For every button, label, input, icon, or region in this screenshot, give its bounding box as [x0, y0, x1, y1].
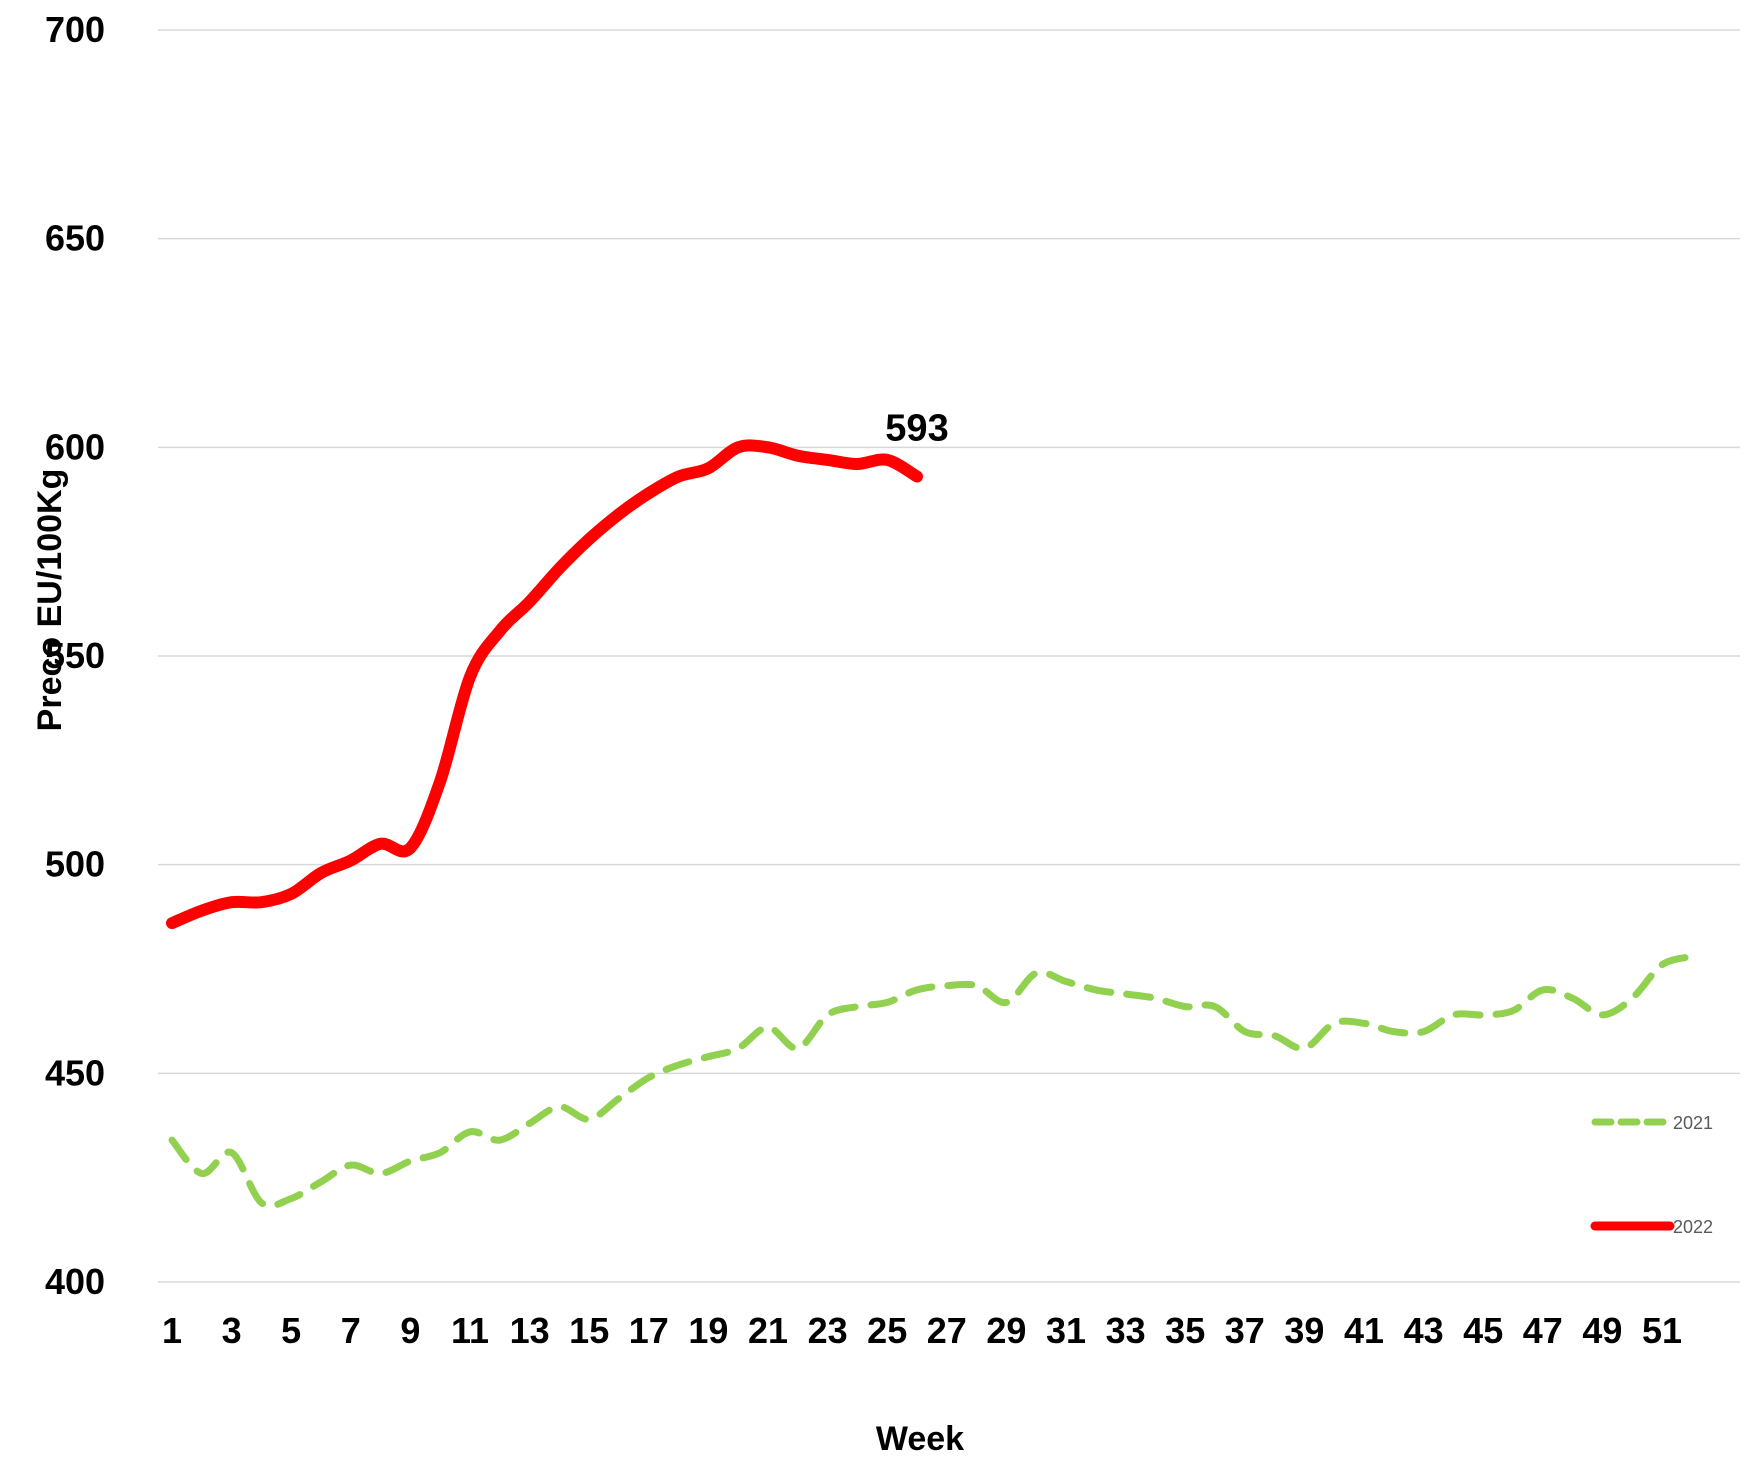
- legend-label-2022: 2022: [1673, 1217, 1713, 1237]
- y-tick-label-450: 450: [45, 1052, 105, 1093]
- y-tick-label-600: 600: [45, 426, 105, 467]
- y-tick-label-700: 700: [45, 9, 105, 50]
- x-tick-label-5: 5: [281, 1310, 301, 1351]
- x-tick-label-35: 35: [1165, 1310, 1205, 1351]
- data-labels: 593: [885, 408, 948, 450]
- x-tick-label-37: 37: [1225, 1310, 1265, 1351]
- x-tick-label-15: 15: [569, 1310, 609, 1351]
- x-axis-title: Week: [876, 1420, 964, 1458]
- x-tick-label-1: 1: [162, 1310, 182, 1351]
- x-tick-label-17: 17: [629, 1310, 669, 1351]
- legend-label-2021: 2021: [1673, 1113, 1713, 1133]
- y-tick-label-400: 400: [45, 1261, 105, 1302]
- series-line-2021: [168, 953, 1696, 1210]
- x-tick-label-23: 23: [808, 1310, 848, 1351]
- y-tick-label-650: 650: [45, 218, 105, 259]
- x-tick-label-49: 49: [1582, 1310, 1622, 1351]
- y-axis-ticks: 400 450 500 550 600 650 700: [45, 9, 105, 1302]
- y-axis-title: Preco EU/100Kg: [31, 469, 69, 732]
- x-tick-label-51: 51: [1642, 1310, 1682, 1351]
- series-line-2022: [166, 439, 923, 930]
- data-label-593: 593: [885, 408, 948, 450]
- x-tick-label-29: 29: [986, 1310, 1026, 1351]
- x-tick-label-33: 33: [1106, 1310, 1146, 1351]
- x-tick-label-7: 7: [341, 1310, 361, 1351]
- gridlines: [158, 29, 1740, 1283]
- x-tick-label-19: 19: [688, 1310, 728, 1351]
- x-tick-label-21: 21: [748, 1310, 788, 1351]
- x-tick-label-27: 27: [927, 1310, 967, 1351]
- x-tick-label-31: 31: [1046, 1310, 1086, 1351]
- series-lines: [166, 439, 1696, 1210]
- x-tick-label-45: 45: [1463, 1310, 1503, 1351]
- x-tick-label-39: 39: [1284, 1310, 1324, 1351]
- x-tick-label-3: 3: [222, 1310, 242, 1351]
- x-tick-label-9: 9: [400, 1310, 420, 1351]
- x-tick-label-13: 13: [510, 1310, 550, 1351]
- x-axis-ticks: 1 3 5 7 9 11 13 15 17 19 21 23 25 27 29 31 33 35 37 39 41 43 4…: [162, 1310, 1682, 1351]
- x-tick-label-11: 11: [451, 1310, 489, 1351]
- legend: 2021 2022: [1590, 1113, 1713, 1237]
- x-tick-label-43: 43: [1404, 1310, 1444, 1351]
- x-tick-label-47: 47: [1523, 1310, 1563, 1351]
- y-tick-label-550: 550: [45, 635, 105, 676]
- x-tick-label-41: 41: [1344, 1310, 1384, 1351]
- x-tick-label-25: 25: [867, 1310, 907, 1351]
- y-tick-label-500: 500: [45, 844, 105, 885]
